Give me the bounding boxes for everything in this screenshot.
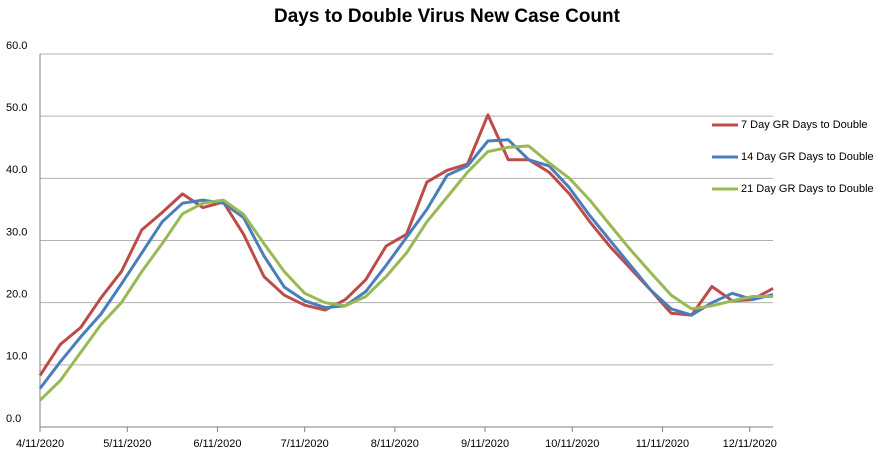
y-tick-label: 0.0: [6, 413, 21, 425]
y-tick-label: 40.0: [6, 164, 27, 176]
y-tick-label: 30.0: [6, 226, 27, 238]
legend-label: 7 Day GR Days to Double: [741, 119, 868, 131]
x-tick-label: 10/11/2020: [545, 438, 599, 450]
y-tick-label: 50.0: [6, 102, 27, 114]
x-tick-label: 5/11/2020: [103, 438, 151, 450]
x-tick-label: 8/11/2020: [371, 438, 419, 450]
x-tick-label: 9/11/2020: [461, 438, 509, 450]
x-tick-label: 6/11/2020: [193, 438, 241, 450]
legend-label: 14 Day GR Days to Double: [741, 151, 874, 163]
x-tick-label: 11/11/2020: [636, 438, 689, 450]
x-tick-label: 12/11/2020: [723, 438, 777, 450]
series-line: [38, 144, 773, 402]
y-tick-label: 60.0: [6, 40, 27, 52]
y-tick-label: 10.0: [6, 351, 27, 363]
legend-label: 21 Day GR Days to Double: [741, 183, 874, 195]
chart-title: Days to Double Virus New Case Count: [274, 6, 621, 27]
y-tick-label: 20.0: [6, 289, 27, 301]
series-line: [38, 113, 774, 377]
x-tick-label: 7/11/2020: [281, 438, 329, 450]
x-tick-label: 4/11/2020: [16, 438, 64, 450]
series-line: [38, 138, 774, 390]
